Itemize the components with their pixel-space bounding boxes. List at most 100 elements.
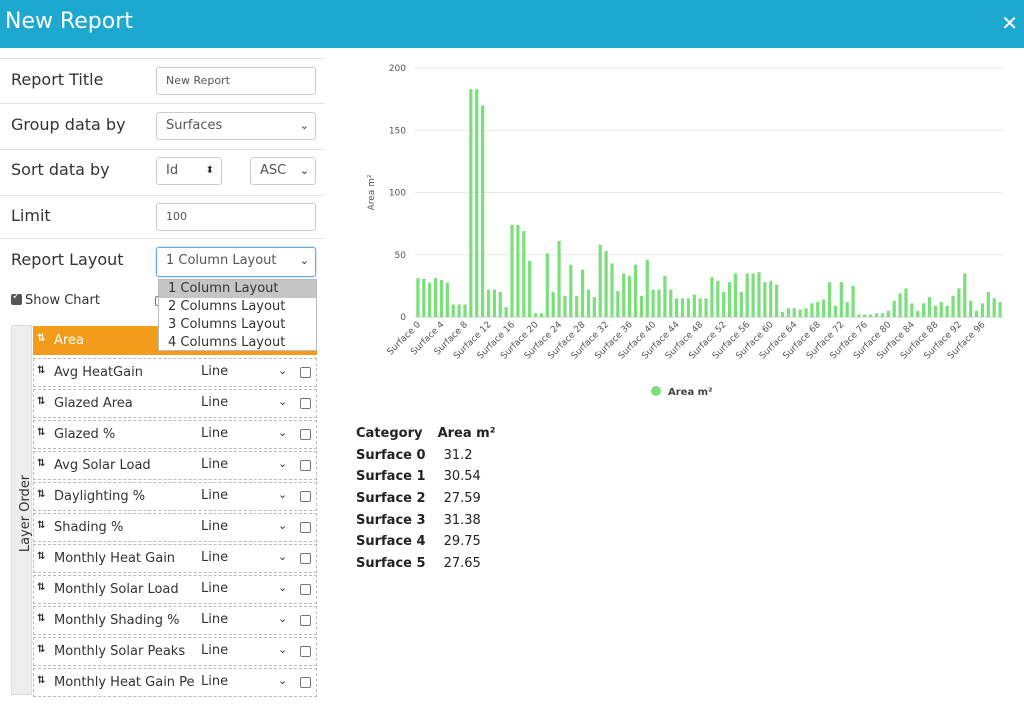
bar: [845, 302, 849, 317]
layout-select[interactable]: 1 Column Layout ⌄: [156, 247, 316, 277]
layer-row[interactable]: ⇅ Glazed Area Line ⌄: [33, 389, 317, 418]
layer-checkbox[interactable]: [300, 460, 311, 471]
layer-checkbox[interactable]: [300, 677, 311, 688]
table-cell: 30.54: [443, 469, 481, 485]
dropdown-option[interactable]: 3 Columns Layout: [168, 317, 286, 332]
layer-type-select[interactable]: Line: [201, 364, 229, 379]
layer-checkbox[interactable]: [300, 491, 311, 502]
bar: [833, 305, 838, 317]
y-axis-label: Area m²: [367, 174, 377, 210]
layer-checkbox[interactable]: [300, 646, 311, 657]
bar: [657, 289, 661, 317]
layer-type-select[interactable]: Line: [201, 519, 229, 534]
layer-name: Glazed Area: [54, 396, 133, 411]
bar: [486, 289, 491, 317]
layer-type-select[interactable]: Line: [201, 488, 229, 503]
show-chart-checkbox[interactable]: Show Chart: [11, 291, 100, 308]
sort-handle-icon[interactable]: ⇅: [37, 582, 46, 593]
y-tick-label: 50: [395, 251, 407, 261]
layer-type-select[interactable]: Line: [201, 395, 229, 410]
chevron-down-icon: ⌄: [278, 581, 288, 594]
bar: [680, 298, 685, 317]
bar: [810, 303, 814, 317]
layer-type-select[interactable]: Line: [201, 581, 229, 596]
bar: [839, 282, 843, 317]
table-row: Surface 0 31.2: [356, 445, 495, 467]
layer-row[interactable]: ⇅ Avg Solar Load Line ⌄: [33, 451, 317, 480]
layer-type-select[interactable]: Line: [201, 674, 229, 689]
layer-row[interactable]: ⇅ Glazed % Line ⌄: [33, 420, 317, 449]
layer-row[interactable]: ⇅ Monthly Solar Peaks Line ⌄: [33, 637, 317, 666]
bar: [428, 282, 432, 317]
layer-type-select[interactable]: Line: [201, 643, 229, 658]
limit-input[interactable]: 100: [156, 203, 316, 231]
layer-checkbox[interactable]: [300, 553, 311, 564]
layer-row[interactable]: ⇅ Monthly Shading % Line ⌄: [33, 606, 317, 635]
bar: [551, 292, 555, 317]
sort-handle-icon[interactable]: ⇅: [37, 613, 46, 624]
layer-checkbox[interactable]: [300, 584, 311, 595]
report-title-row: Report Title New Report: [0, 58, 325, 103]
layer-checkbox[interactable]: [300, 615, 311, 626]
sort-handle-icon[interactable]: ⇅: [37, 427, 46, 438]
table-cell: Surface 0: [356, 447, 426, 463]
table-header-row: Category Area m²: [356, 423, 495, 445]
layer-row[interactable]: ⇅ Avg HeatGain Line ⌄: [33, 358, 317, 387]
sort-handle-icon[interactable]: ⇅: [37, 396, 46, 407]
layer-row[interactable]: ⇅ Shading % Line ⌄: [33, 513, 317, 542]
layer-row[interactable]: ⇅ Daylighting % Line ⌄: [33, 482, 317, 511]
bar: [804, 308, 808, 317]
sort-order-select[interactable]: ASC ⌄: [250, 157, 316, 185]
sort-handle-icon[interactable]: ⇅: [37, 458, 46, 469]
chevron-down-icon: ⌄: [278, 519, 288, 532]
bar: [869, 314, 873, 317]
bar: [757, 272, 761, 317]
bar: [822, 299, 826, 317]
dropdown-option[interactable]: 2 Columns Layout: [168, 299, 286, 314]
sort-handle-icon[interactable]: ⇅: [37, 365, 46, 376]
table-cell: Surface 2: [356, 491, 426, 507]
layer-type-select[interactable]: Line: [201, 426, 229, 441]
bar: [739, 292, 743, 317]
bar: [945, 305, 949, 317]
layer-name: Shading %: [54, 520, 124, 535]
dropdown-option[interactable]: 4 Columns Layout: [168, 335, 286, 350]
sort-handle-icon[interactable]: ⇅: [37, 520, 46, 531]
bar: [433, 277, 438, 317]
group-select-value: Surfaces: [166, 118, 223, 133]
bar: [639, 295, 643, 317]
layer-type-select[interactable]: Line: [201, 612, 229, 627]
sort-handle-icon[interactable]: ⇅: [37, 551, 46, 562]
sort-handle-icon[interactable]: ⇅: [37, 333, 46, 344]
layer-row[interactable]: ⇅ Monthly Heat Gain Pe Line ⌄: [33, 668, 317, 697]
layer-type-select[interactable]: Line: [201, 457, 229, 472]
bar: [586, 289, 591, 317]
show-chart-label: Show Chart: [25, 293, 100, 308]
chevron-down-icon: ⌄: [278, 488, 288, 501]
table-cell: Surface 1: [356, 469, 426, 485]
bar: [874, 313, 879, 317]
layer-checkbox[interactable]: [300, 522, 311, 533]
bar: [563, 295, 567, 317]
bar: [827, 282, 832, 317]
bar: [498, 292, 502, 317]
sort-handle-icon[interactable]: ⇅: [37, 489, 46, 500]
sort-handle-icon[interactable]: ⇅: [37, 675, 46, 686]
close-icon[interactable]: ✕: [1001, 11, 1018, 35]
layer-type-select[interactable]: Line: [201, 550, 229, 565]
bar: [886, 310, 890, 317]
layer-checkbox[interactable]: [300, 398, 311, 409]
dropdown-option[interactable]: 1 Column Layout: [159, 280, 316, 298]
chevron-down-icon: ⌄: [278, 426, 288, 439]
sort-field-select[interactable]: Id ⬍: [156, 157, 222, 185]
bar: [651, 289, 655, 317]
bar: [710, 277, 714, 317]
bar: [592, 297, 596, 317]
sort-handle-icon[interactable]: ⇅: [37, 644, 46, 655]
group-select[interactable]: Surfaces ⌄: [156, 112, 316, 140]
layer-checkbox[interactable]: [300, 429, 311, 440]
layer-row[interactable]: ⇅ Monthly Solar Load Line ⌄: [33, 575, 317, 604]
report-title-input[interactable]: New Report: [156, 67, 316, 95]
layer-checkbox[interactable]: [300, 367, 311, 378]
layer-row[interactable]: ⇅ Monthly Heat Gain Line ⌄: [33, 544, 317, 573]
